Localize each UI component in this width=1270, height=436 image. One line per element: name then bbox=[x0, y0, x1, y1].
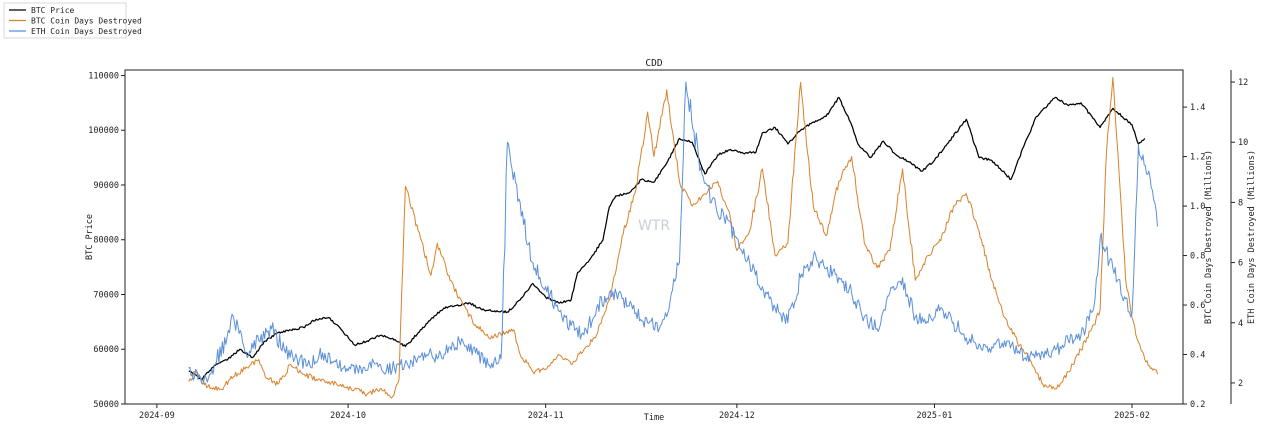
series-layer bbox=[188, 76, 1159, 399]
y-right-btc-tick-label: 0.4 bbox=[1190, 351, 1205, 361]
y-right-eth-tick-label: 2 bbox=[1238, 379, 1243, 389]
y-right-eth-tick-label: 6 bbox=[1238, 259, 1243, 269]
x-tick-label: 2024-09 bbox=[139, 411, 175, 421]
legend-label-btc-cdd: BTC Coin Days Destroyed bbox=[31, 17, 142, 26]
y-left-tick-label: 110000 bbox=[88, 71, 119, 81]
y-left-tick-label: 80000 bbox=[93, 236, 119, 246]
x-tick-label: 2025-02 bbox=[1114, 411, 1150, 421]
series-line-btc-cdd bbox=[188, 76, 1158, 399]
y-axis-label-left: BTC Price bbox=[85, 214, 95, 260]
y-right-btc-tick-label: 0.2 bbox=[1190, 400, 1205, 410]
y-right-eth-tick-label: 10 bbox=[1238, 138, 1248, 148]
legend: BTC Price BTC Coin Days Destroyed ETH Co… bbox=[3, 2, 142, 39]
series-line-btc-price bbox=[188, 96, 1146, 380]
axes-layer: 2024-09 2024-10 2024-11 2024-12 2025-01 2025-… bbox=[88, 69, 1248, 421]
series-line-eth-cdd bbox=[188, 81, 1159, 385]
legend-label-btc-price: BTC Price bbox=[31, 6, 75, 15]
y-left-tick-label: 50000 bbox=[93, 400, 119, 410]
plot-frame bbox=[124, 69, 1184, 405]
x-tick-label: 2024-12 bbox=[719, 411, 755, 421]
legend-label-eth-cdd: ETH Coin Days Destroyed bbox=[31, 27, 142, 36]
y-right-btc-tick-label: 0.6 bbox=[1190, 301, 1205, 311]
y-right-btc-tick-label: 1.2 bbox=[1190, 153, 1205, 163]
x-tick-label: 2024-11 bbox=[528, 411, 564, 421]
y-axis-label-right-btc: BTC Coin Days Destroyed (Millions) bbox=[1204, 150, 1214, 324]
y-left-tick-label: 90000 bbox=[93, 181, 119, 191]
y-left-tick-label: 100000 bbox=[88, 126, 119, 136]
y-right-btc-tick-label: 0.8 bbox=[1190, 252, 1205, 262]
y-right-btc-tick-label: 1.4 bbox=[1190, 103, 1205, 113]
x-axis-label: Time bbox=[644, 413, 664, 423]
y-right-eth-tick-label: 4 bbox=[1238, 319, 1243, 329]
x-tick-label: 2025-01 bbox=[917, 411, 953, 421]
y-right-btc-tick-label: 1.0 bbox=[1190, 202, 1205, 212]
y-right-eth-tick-label: 12 bbox=[1238, 78, 1248, 88]
chart-title: CDD bbox=[645, 58, 662, 69]
y-left-tick-label: 70000 bbox=[93, 290, 119, 300]
x-tick-label: 2024-10 bbox=[330, 411, 366, 421]
y-right-eth-tick-label: 8 bbox=[1238, 198, 1243, 208]
watermark: WTR bbox=[638, 218, 670, 234]
y-axis-label-right-eth: ETH Coin Days Destroyed (Millions) bbox=[1247, 150, 1257, 324]
y-left-tick-label: 60000 bbox=[93, 345, 119, 355]
